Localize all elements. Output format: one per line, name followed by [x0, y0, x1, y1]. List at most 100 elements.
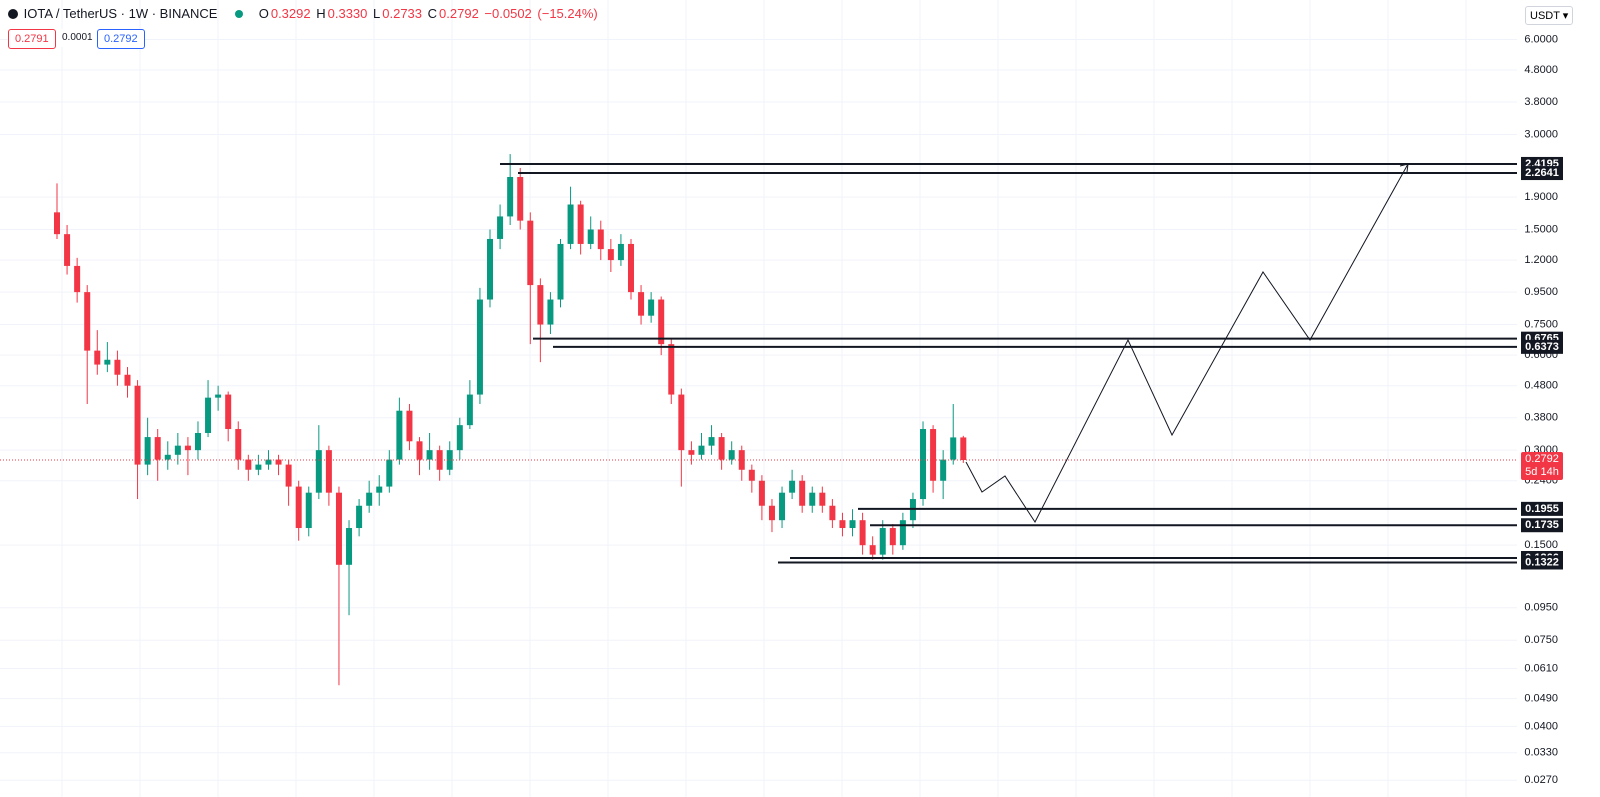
candle-body — [315, 450, 322, 493]
candle-body — [930, 429, 937, 481]
candle-body — [416, 441, 423, 460]
candle-body — [134, 385, 141, 465]
candle-body — [638, 292, 645, 316]
y-tick-label: 6.0000 — [1524, 33, 1558, 45]
candle-body — [275, 459, 282, 465]
y-tick-label: 1.2000 — [1524, 254, 1558, 266]
y-tick-label: 1.5000 — [1524, 223, 1558, 235]
change: −0.0502 — [484, 6, 532, 21]
level-label: 0.1735 — [1525, 519, 1559, 531]
candle-body — [779, 492, 786, 521]
y-tick-label: 0.0950 — [1524, 602, 1558, 614]
candle-body — [859, 520, 866, 546]
level-label: 2.2641 — [1525, 167, 1559, 179]
candle-body — [849, 520, 856, 529]
candle-body — [799, 480, 806, 506]
level-label: 0.1322 — [1525, 556, 1559, 568]
candle-body — [920, 429, 927, 500]
candle-body — [517, 176, 524, 221]
candle-body — [889, 528, 896, 546]
candle-body — [537, 285, 544, 325]
price-axis-bg — [1517, 0, 1600, 797]
candle-body — [748, 469, 755, 481]
candle-body — [124, 374, 131, 386]
candle-body — [54, 212, 60, 235]
candle-body — [789, 480, 796, 493]
y-tick-label: 3.8000 — [1524, 96, 1558, 108]
currency: USDT — [1530, 10, 1560, 22]
candle-body — [668, 344, 675, 395]
candle-body — [899, 520, 906, 546]
market-status — [235, 10, 244, 18]
ohlc-value: 0.3330 — [327, 6, 368, 21]
y-tick-label: 0.9500 — [1524, 286, 1558, 298]
ohlc-key: H — [316, 6, 326, 21]
projection-path — [965, 163, 1409, 523]
candle-body — [547, 299, 554, 325]
candle-body — [768, 505, 775, 521]
candle-body — [346, 528, 353, 565]
y-tick-label: 3.0000 — [1524, 128, 1558, 140]
candle-body — [356, 505, 363, 529]
y-tick-label: 0.0750 — [1524, 634, 1558, 646]
candle-body — [436, 450, 443, 470]
change-pct: (−15.24%) — [537, 6, 598, 21]
sell-button[interactable]: 0.2791 — [8, 29, 56, 49]
candle-body — [245, 459, 252, 470]
candle-body — [658, 299, 665, 345]
candle-body — [406, 410, 413, 442]
candle-body — [466, 394, 473, 426]
candle-body — [114, 359, 121, 375]
candle-body — [698, 445, 705, 455]
candle-body — [174, 445, 181, 455]
candle-body — [205, 397, 212, 433]
candle-body — [879, 528, 886, 555]
candle-body — [607, 249, 614, 261]
candle-body — [507, 176, 514, 217]
spread: 0.0001 — [56, 29, 99, 47]
candle-body — [758, 480, 765, 506]
ohlc-key: C — [427, 6, 438, 21]
candle-body — [487, 238, 494, 300]
y-tick-label: 0.0400 — [1524, 720, 1558, 732]
candle-body — [366, 492, 373, 506]
level-label: 0.1955 — [1525, 503, 1559, 515]
ohlc-value: 0.3292 — [270, 6, 311, 21]
level-label-box — [1521, 555, 1563, 570]
ohlc-value: 0.2733 — [382, 6, 423, 21]
candle-body — [829, 505, 836, 521]
candle-body — [819, 492, 826, 506]
level-label-box — [1521, 518, 1563, 533]
currency-selector[interactable]: USDT ▾ — [1525, 6, 1574, 25]
ohlc-value: 0.2792 — [439, 6, 479, 21]
candle-body — [708, 437, 715, 446]
symbol: IOTA / TetherUS · 1W · BINANCE — [23, 6, 218, 21]
candle-body — [386, 459, 393, 487]
y-tick-label: 0.1500 — [1524, 539, 1558, 551]
candle-body — [285, 464, 292, 487]
last-price-label: 0.2792 — [1525, 453, 1559, 465]
countdown: 5d 14h — [1525, 466, 1559, 478]
candle-body — [587, 229, 594, 244]
candle-body — [325, 450, 332, 493]
candle-body — [627, 243, 634, 293]
buy-button[interactable]: 0.2792 — [97, 29, 145, 49]
candle-body — [335, 492, 342, 565]
symbol-icon — [8, 9, 18, 19]
candle-body — [305, 492, 312, 529]
y-tick-label: 4.8000 — [1524, 64, 1558, 76]
candle-body — [577, 204, 584, 244]
candle-body — [446, 450, 453, 470]
candle-body — [950, 437, 957, 460]
candle-body — [154, 437, 161, 460]
candle-body — [426, 450, 433, 460]
ohlc-key: L — [373, 6, 381, 21]
candle-body — [597, 229, 604, 250]
candle-body — [235, 429, 242, 460]
candle-body — [809, 492, 816, 506]
level-label: 0.6373 — [1525, 341, 1559, 353]
candle-body — [184, 445, 191, 451]
candle-body — [960, 437, 967, 461]
y-tick-label: 1.9000 — [1524, 191, 1558, 203]
